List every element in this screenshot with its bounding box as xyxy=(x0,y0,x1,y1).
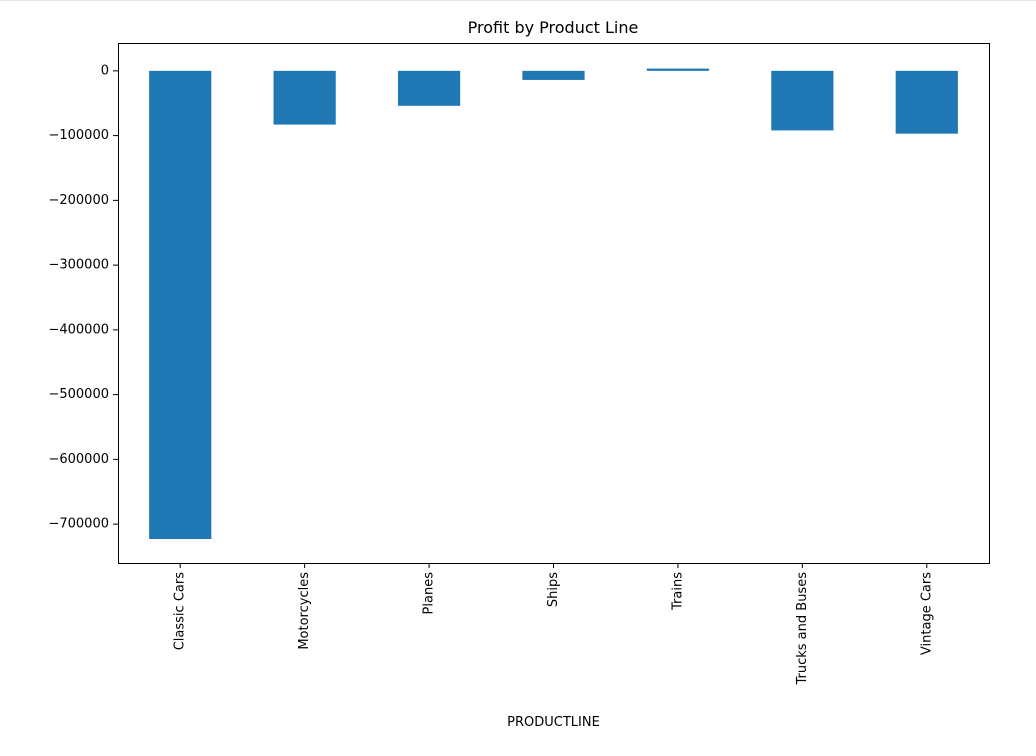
bar-trucks-and-buses xyxy=(771,70,834,131)
y-tick-label: −200000 xyxy=(48,193,109,208)
bar-ships xyxy=(522,70,585,80)
x-axis: Classic Cars Motorcycles Planes Ships Trains… xyxy=(173,563,934,686)
y-axis: 0 −100000 −200000 −300000 −400000 −500000 −600… xyxy=(48,63,118,532)
y-tick-label: −100000 xyxy=(48,128,109,143)
x-tick-label: Ships xyxy=(546,572,561,607)
bars-group xyxy=(149,68,958,540)
y-tick-label: −600000 xyxy=(48,452,109,467)
chart-title: Profit by Product Line xyxy=(468,18,639,37)
x-tick-label: Motorcycles xyxy=(297,572,312,650)
bar-motorcycles xyxy=(273,70,336,125)
y-tick-label: −500000 xyxy=(48,387,109,402)
bar-planes xyxy=(397,70,461,106)
y-tick-label: −400000 xyxy=(48,322,109,337)
window-top-border xyxy=(0,0,1036,1)
bar-trains xyxy=(646,68,710,71)
x-axis-label: PRODUCTLINE xyxy=(507,715,600,730)
x-tick-label: Vintage Cars xyxy=(919,572,934,655)
plot-frame xyxy=(118,43,990,564)
y-tick-label: 0 xyxy=(101,63,109,78)
x-tick-label: Trucks and Buses xyxy=(795,572,810,686)
bar-vintage-cars xyxy=(895,70,958,134)
bar-classic-cars xyxy=(149,70,212,540)
x-tick-label: Trains xyxy=(670,572,685,611)
y-tick-label: −700000 xyxy=(48,517,109,532)
x-tick-label: Planes xyxy=(422,572,437,615)
x-tick-label: Classic Cars xyxy=(173,572,188,650)
y-tick-label: −300000 xyxy=(48,258,109,273)
